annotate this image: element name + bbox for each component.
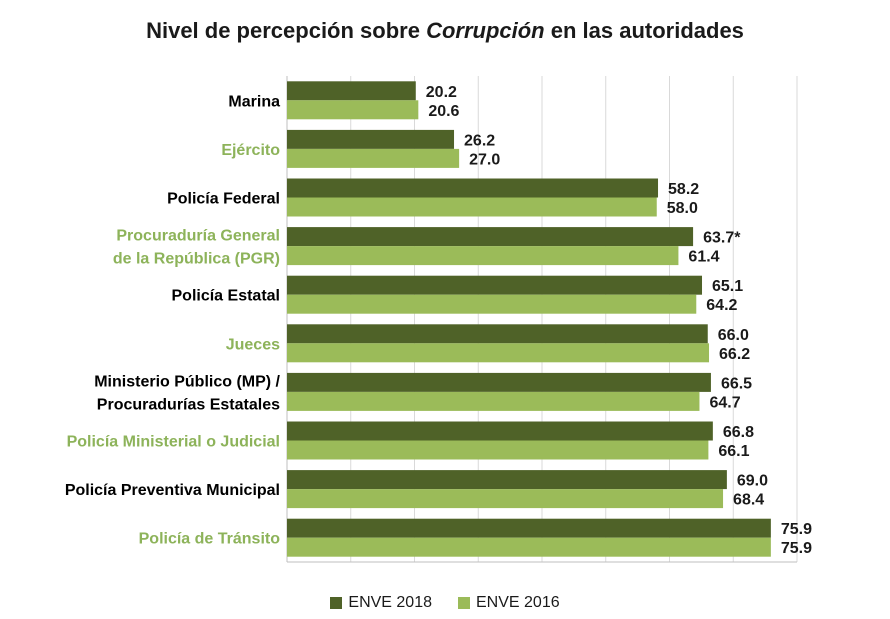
category-label: Jueces (226, 336, 280, 353)
bar-2018 (287, 227, 694, 247)
value-label-2016: 75.9 (781, 540, 812, 557)
value-label-2016: 58.0 (667, 200, 698, 217)
bar-2018 (287, 324, 708, 344)
bar-2016 (287, 294, 697, 314)
legend-label-2016: ENVE 2016 (476, 594, 560, 611)
bar-2018 (287, 81, 416, 101)
value-label-2016: 66.2 (719, 346, 750, 363)
value-label-2016: 20.6 (428, 103, 459, 120)
value-label-2016: 61.4 (688, 249, 719, 266)
category-label: Ministerio Público (MP) / (94, 373, 280, 390)
value-labels: 20.2 20.6 26.2 27.0 58.2 58.0 63.7* 61.4 65.1 64.… (426, 84, 812, 557)
bar-2016 (287, 440, 709, 460)
category-label: Marina (228, 93, 280, 110)
category-label: de la República (PGR) (113, 251, 280, 268)
value-label-2018: 58.2 (668, 181, 699, 198)
value-label-2016: 68.4 (733, 492, 764, 509)
value-label-2018: 26.2 (464, 132, 495, 149)
bar-2016 (287, 197, 657, 217)
value-label-2018: 69.0 (737, 473, 768, 490)
category-label: Procuradurías Estatales (97, 396, 280, 413)
legend-item-2018: ENVE 2018 (330, 594, 432, 612)
chart-title-emphasis: Corrupción (426, 18, 545, 43)
value-label-2018: 65.1 (712, 278, 743, 295)
category-labels: Marina Ejército Policía Federal Procuradurí… (65, 93, 281, 547)
value-label-2018: 66.8 (723, 424, 754, 441)
bars (287, 81, 771, 557)
bar-2016 (287, 100, 419, 120)
bar-2018 (287, 518, 771, 538)
category-label: Policía Ministerial o Judicial (67, 434, 280, 451)
category-label: Procuraduría General (116, 228, 280, 245)
bar-2018 (287, 178, 659, 198)
category-label: Policía Federal (167, 191, 280, 208)
legend-swatch-2016 (458, 597, 470, 609)
bar-2018 (287, 372, 711, 392)
category-label: Policía de Tránsito (139, 531, 281, 548)
value-label-2018: 66.5 (721, 375, 752, 392)
value-label-2016: 64.7 (709, 394, 740, 411)
bar-2016 (287, 537, 771, 557)
category-label: Policía Estatal (172, 288, 281, 305)
legend-item-2016: ENVE 2016 (458, 594, 560, 612)
value-label-2016: 64.2 (706, 297, 737, 314)
chart-title-part-3: en las autoridades (544, 18, 744, 43)
bar-2016 (287, 246, 679, 266)
bar-2018 (287, 275, 703, 295)
bar-2018 (287, 421, 713, 441)
bar-2016 (287, 391, 700, 411)
value-label-2018: 63.7* (703, 230, 741, 247)
category-label: Policía Preventiva Municipal (65, 482, 280, 499)
legend-label-2018: ENVE 2018 (348, 594, 432, 611)
category-label: Ejército (221, 142, 280, 159)
bar-2016 (287, 148, 460, 168)
value-label-2016: 66.1 (718, 443, 749, 460)
bar-2016 (287, 343, 710, 363)
bar-2018 (287, 470, 727, 490)
legend-swatch-2018 (330, 597, 343, 609)
bar-2018 (287, 129, 455, 149)
chart-title: Nivel de percepción sobre Corrupción en … (0, 18, 890, 44)
value-label-2018: 20.2 (426, 84, 457, 101)
value-label-2018: 75.9 (781, 521, 812, 538)
legend: ENVE 2018 ENVE 2016 (0, 594, 890, 612)
bar-2016 (287, 489, 724, 509)
chart-title-part-1: Nivel de percepción sobre (146, 18, 427, 43)
value-label-2016: 27.0 (469, 151, 500, 168)
value-label-2018: 66.0 (718, 327, 749, 344)
